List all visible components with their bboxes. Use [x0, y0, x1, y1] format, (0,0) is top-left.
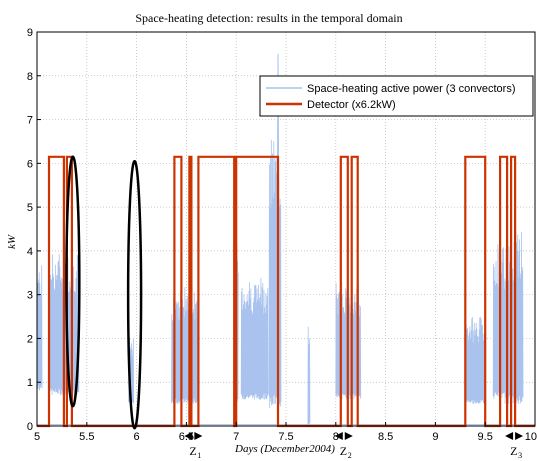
- y-tick-label: 3: [27, 290, 33, 302]
- zone-label: Z: [189, 444, 196, 458]
- x-tick-label: 6: [134, 431, 140, 443]
- power-burst: [464, 316, 486, 405]
- zone-arrow-left: [184, 432, 193, 440]
- y-tick-label: 7: [27, 115, 33, 127]
- power-burst: [240, 277, 269, 400]
- x-tick-label: 10: [525, 431, 537, 443]
- y-tick-label: 6: [27, 158, 33, 170]
- power-burst: [36, 265, 43, 391]
- y-tick-label: 2: [27, 333, 33, 345]
- x-axis-label: Days (December2004): [234, 443, 335, 455]
- zone-label: Z: [340, 444, 347, 458]
- y-tick-label: 0: [27, 421, 33, 433]
- x-tick-label: 9: [432, 431, 438, 443]
- annotation-ellipses: [65, 155, 143, 430]
- zone-label-subscript: 1: [197, 451, 201, 460]
- zone-arrow-left: [505, 432, 514, 440]
- legend-label-power: Space-heating active power (3 convectors…: [307, 83, 516, 95]
- legend: Space-heating active power (3 convectors…: [259, 75, 534, 117]
- detector-series: [37, 155, 535, 428]
- x-tick-label: 5: [34, 431, 40, 443]
- power-burst: [307, 326, 311, 426]
- x-tick-labels: 55.566.577.588.599.510: [34, 422, 537, 443]
- detector-line: [37, 155, 535, 428]
- y-tick-label: 1: [27, 377, 33, 389]
- chart-title: Space-heating detection: results in the …: [135, 11, 402, 25]
- x-tick-label: 9.5: [478, 431, 493, 443]
- zone-label-subscript: 3: [518, 451, 522, 460]
- x-tick-label: 5.5: [79, 431, 94, 443]
- y-tick-label: 5: [27, 202, 33, 214]
- y-tick-label: 8: [27, 71, 33, 83]
- power-burst: [171, 287, 199, 404]
- zone-arrow-right: [194, 432, 203, 440]
- legend-box: [259, 75, 534, 117]
- zone-arrow-left: [334, 432, 343, 440]
- x-tick-label: 7.5: [278, 431, 293, 443]
- x-tick-label: 8: [333, 431, 339, 443]
- zone-label-subscript: 2: [348, 451, 352, 460]
- zone-arrow-right: [344, 432, 353, 440]
- annotation-ellipse: [65, 155, 81, 408]
- x-tick-label: 7: [233, 431, 239, 443]
- y-tick-label: 4: [27, 246, 33, 258]
- y-tick-label: 9: [27, 27, 33, 39]
- annotation-ellipse: [126, 159, 143, 430]
- x-tick-label: 8.5: [378, 431, 393, 443]
- legend-label-detector: Detector (x6.2kW): [307, 99, 396, 111]
- y-tick-labels: 0 1 2 3 4 5 6 7 8 9: [27, 27, 41, 433]
- y-axis-label: kW: [6, 234, 18, 249]
- zone-label: Z: [510, 444, 517, 458]
- zone-arrow-right: [515, 432, 524, 440]
